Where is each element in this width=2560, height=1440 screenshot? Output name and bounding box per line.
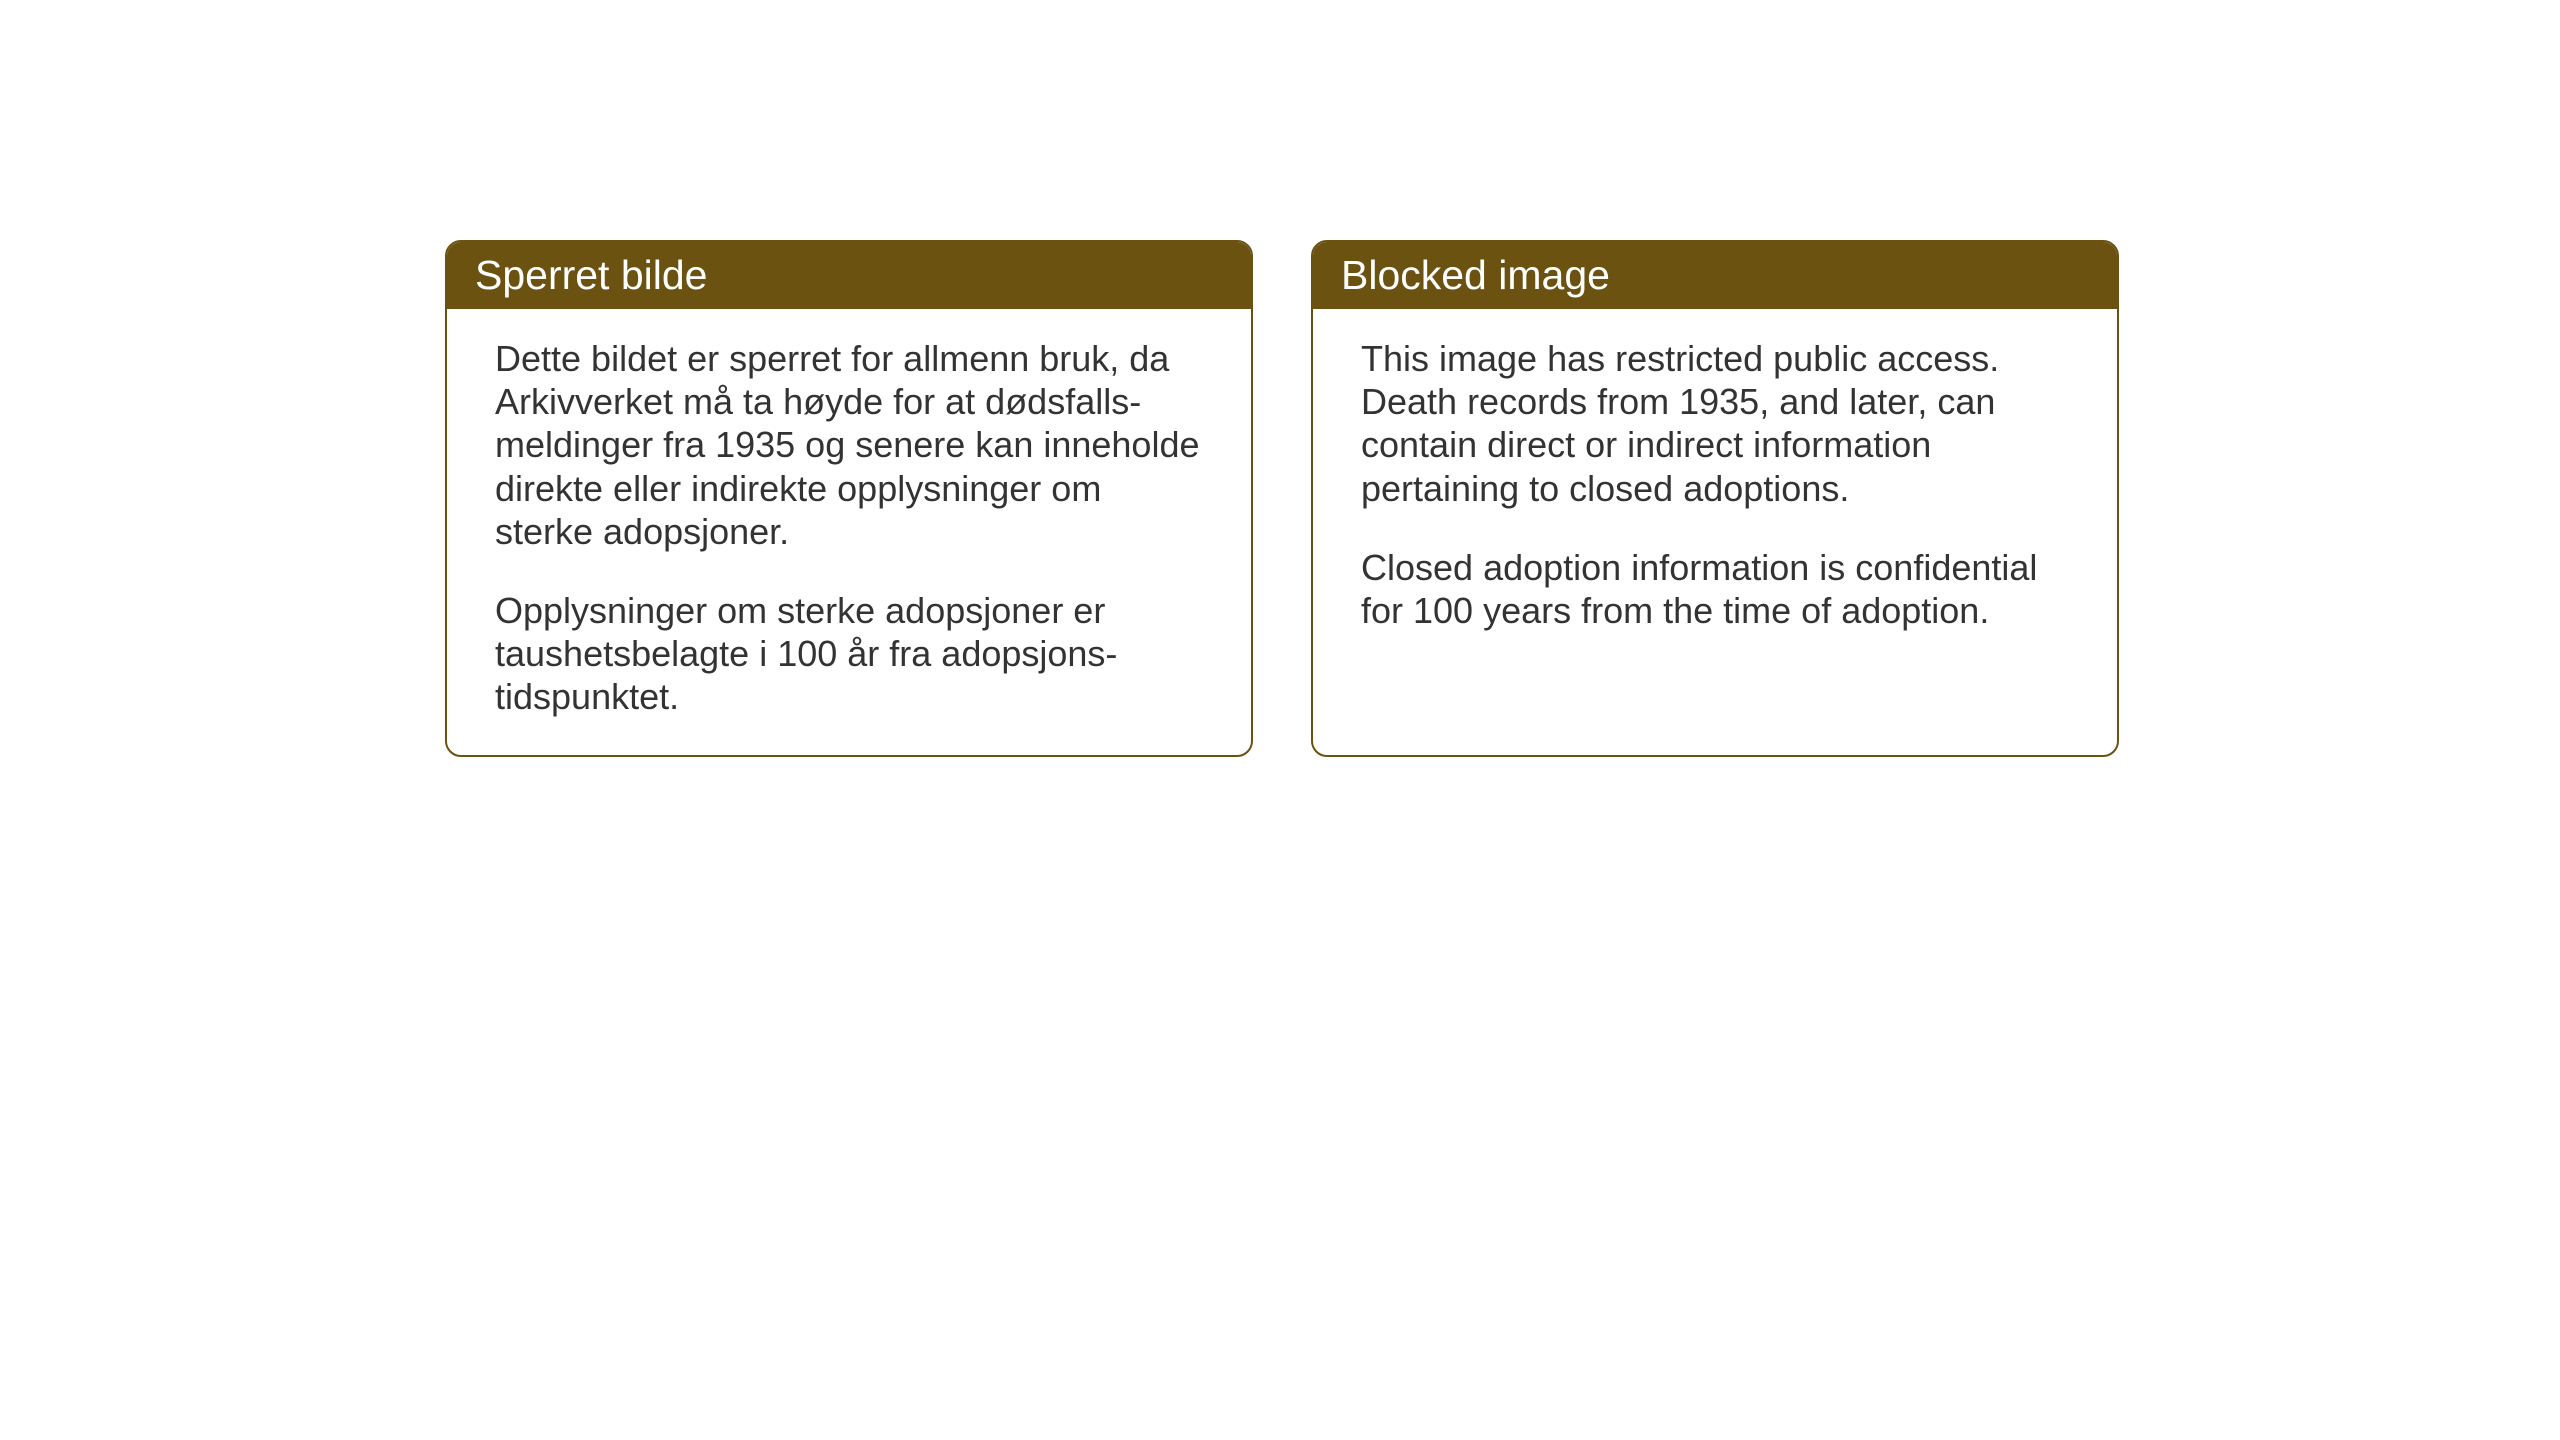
- english-card-title: Blocked image: [1341, 252, 1610, 298]
- norwegian-paragraph-1: Dette bildet er sperret for allmenn bruk…: [495, 337, 1203, 553]
- english-paragraph-1: This image has restricted public access.…: [1361, 337, 2069, 510]
- english-card-body: This image has restricted public access.…: [1313, 309, 2117, 668]
- info-cards-container: Sperret bilde Dette bildet er sperret fo…: [445, 240, 2119, 757]
- norwegian-card-body: Dette bildet er sperret for allmenn bruk…: [447, 309, 1251, 755]
- norwegian-card-header: Sperret bilde: [447, 242, 1251, 309]
- norwegian-paragraph-2: Opplysninger om sterke adopsjoner er tau…: [495, 589, 1203, 719]
- english-card-header: Blocked image: [1313, 242, 2117, 309]
- norwegian-card: Sperret bilde Dette bildet er sperret fo…: [445, 240, 1253, 757]
- english-card: Blocked image This image has restricted …: [1311, 240, 2119, 757]
- norwegian-card-title: Sperret bilde: [475, 252, 707, 298]
- english-paragraph-2: Closed adoption information is confident…: [1361, 546, 2069, 632]
